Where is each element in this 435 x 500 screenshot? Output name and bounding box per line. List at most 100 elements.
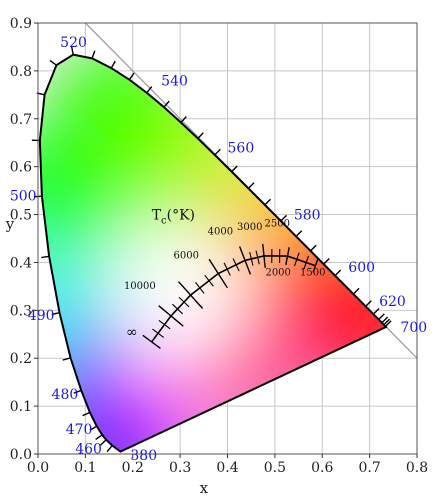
locus-tick [91, 50, 96, 59]
y-tick-label: 0.3 [10, 303, 32, 319]
isotherm-minor [178, 296, 190, 308]
isotherm-line [178, 281, 204, 309]
cct-axis-label: Tc(°K) [152, 207, 195, 226]
isotherm-minor [255, 250, 260, 265]
locus-tick [73, 389, 82, 394]
locus-tick [82, 411, 91, 417]
cct-label: 2500 [265, 219, 290, 230]
isotherm-line [142, 334, 161, 349]
locus-tick [62, 357, 71, 361]
isotherm-minor [172, 303, 183, 315]
isotherm-minor [158, 319, 171, 330]
locus-tick [310, 244, 317, 252]
y-tick-label: 0.6 [10, 160, 32, 176]
x-tick-label: 0.6 [311, 460, 333, 476]
wavelength-label: 480 [52, 387, 79, 403]
isotherm-minor [303, 255, 309, 270]
locus-tick [352, 287, 360, 295]
x-tick-label: 0.5 [264, 460, 286, 476]
locus-tick [197, 132, 204, 139]
wavelength-label: 560 [228, 141, 255, 157]
x-tick-label: 0.4 [216, 460, 238, 476]
spectral-locus-ticks [31, 46, 392, 453]
y-tick-label: 0.5 [10, 208, 32, 224]
x-tick-label: 0.3 [169, 460, 191, 476]
locus-tick [323, 257, 330, 265]
isotherm-line [285, 247, 290, 266]
y-axis-title: y [5, 215, 15, 233]
x-tick-label: 0.1 [74, 460, 96, 476]
locus-tick [295, 230, 303, 237]
y-tick-label: 0.0 [10, 447, 32, 463]
isotherm-minor [204, 274, 214, 287]
locus-tick [49, 59, 57, 66]
cct-label: 3000 [237, 222, 262, 233]
y-tick-label: 0.7 [10, 112, 32, 128]
locus-tick [99, 439, 107, 446]
wavelength-label: 380 [130, 448, 157, 464]
wavelength-label: 490 [28, 308, 55, 324]
x-axis-title: x [200, 479, 209, 497]
y-tick-label: 0.2 [10, 351, 32, 367]
spectral-locus [38, 53, 388, 453]
cct-label: 4000 [208, 227, 233, 238]
isotherm-minor [249, 251, 254, 266]
isotherm-line [262, 243, 266, 268]
y-tick-label: 0.1 [10, 399, 32, 415]
y-tick-label: 0.4 [10, 255, 32, 271]
cct-label: 1500 [300, 267, 325, 278]
locus-tick [384, 320, 392, 327]
x-tick-label: 0.0 [27, 460, 49, 476]
locus-tick [128, 72, 135, 81]
cct-label: 10000 [124, 281, 156, 292]
wavelength-label: 580 [294, 208, 321, 224]
locus-tick [163, 100, 170, 108]
wavelength-label: 500 [10, 188, 37, 204]
cct-label: 2000 [265, 267, 290, 278]
locus-tick [247, 182, 255, 189]
isotherm-line [208, 258, 228, 289]
locus-tick [280, 214, 287, 222]
wavelength-label: 470 [66, 422, 93, 438]
wavelength-label: 540 [161, 73, 188, 89]
isotherm-minor [223, 262, 231, 276]
cct-label: ∞ [126, 325, 138, 341]
locus-tick [264, 198, 271, 206]
x-tick-label: 0.8 [406, 460, 428, 476]
isotherm-minor [232, 258, 240, 272]
labels: 380 460 470 480 490 500 520 540 560 580 600 620 700 ∞… [10, 35, 427, 464]
locus-tick [381, 316, 389, 324]
isotherm-minor [195, 282, 205, 294]
locus-tick [180, 116, 187, 123]
wavelength-label: 460 [75, 441, 102, 457]
isotherm-lines [142, 243, 319, 349]
y-tick-label: 0.8 [10, 64, 32, 80]
locus-tick [95, 434, 103, 441]
locus-tick [110, 60, 116, 69]
isotherm-minor [152, 328, 165, 338]
locus-tick [214, 148, 221, 156]
wavelength-label: 600 [348, 260, 375, 276]
locus-tick [146, 86, 153, 94]
locus-tick [71, 46, 74, 55]
isotherm-line [238, 246, 252, 275]
axes: 0.0 0.1 0.2 0.3 0.4 0.5 0.6 0.7 0.8 0.0 0.1 0.2 0.3 0… [5, 16, 428, 497]
locus-tick [231, 165, 238, 173]
locus-tick [372, 308, 380, 315]
locus-tick [106, 445, 113, 453]
locus-tick [41, 255, 50, 259]
locus-tick [365, 300, 372, 307]
x-tick-label: 0.7 [358, 460, 380, 476]
cct-label: 6000 [174, 251, 199, 262]
locus-tick [378, 313, 385, 320]
wavelength-label: 620 [379, 294, 406, 310]
planckian-locus [151, 255, 316, 343]
wavelength-label: 700 [400, 320, 427, 336]
color-blob [110, 225, 251, 366]
wavelength-label: 520 [60, 35, 87, 51]
locus-tick [51, 312, 60, 316]
isotherm-minor [294, 252, 300, 267]
x-tick-label: 0.2 [122, 460, 144, 476]
y-tick-label: 0.9 [10, 16, 32, 32]
